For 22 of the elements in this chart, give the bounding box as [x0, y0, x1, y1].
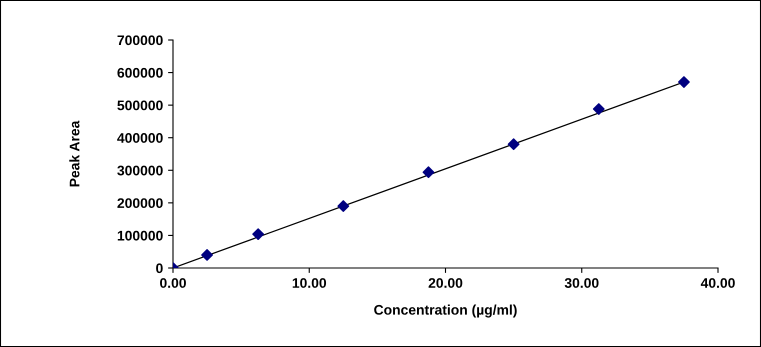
- x-tick-label: 0.00: [160, 278, 186, 288]
- y-tick-label: 0: [156, 263, 163, 274]
- y-tick-label: 200000: [117, 198, 163, 208]
- point: [508, 138, 520, 150]
- point: [252, 228, 264, 240]
- x-tick-label: 40.00: [700, 278, 735, 288]
- y-tick-label: 500000: [117, 100, 163, 110]
- x-tick-label: 30.00: [564, 278, 599, 288]
- point: [337, 200, 350, 212]
- point: [422, 166, 434, 178]
- y-tick-label: 100000: [118, 230, 163, 241]
- x-tick-label: 10.00: [292, 278, 326, 288]
- y-tick-label: 400000: [117, 133, 163, 143]
- y-axis-title: Peak Area: [69, 120, 80, 186]
- y-tick-label: 600000: [117, 68, 163, 78]
- point: [592, 103, 605, 115]
- point: [201, 249, 213, 261]
- x-tick-label: 20.00: [428, 278, 462, 288]
- x-axis-title: Concentration (µg/ml): [374, 304, 517, 318]
- point: [678, 76, 690, 88]
- y-tick-label: 300000: [117, 166, 163, 176]
- y-tick-label: 700000: [118, 35, 163, 46]
